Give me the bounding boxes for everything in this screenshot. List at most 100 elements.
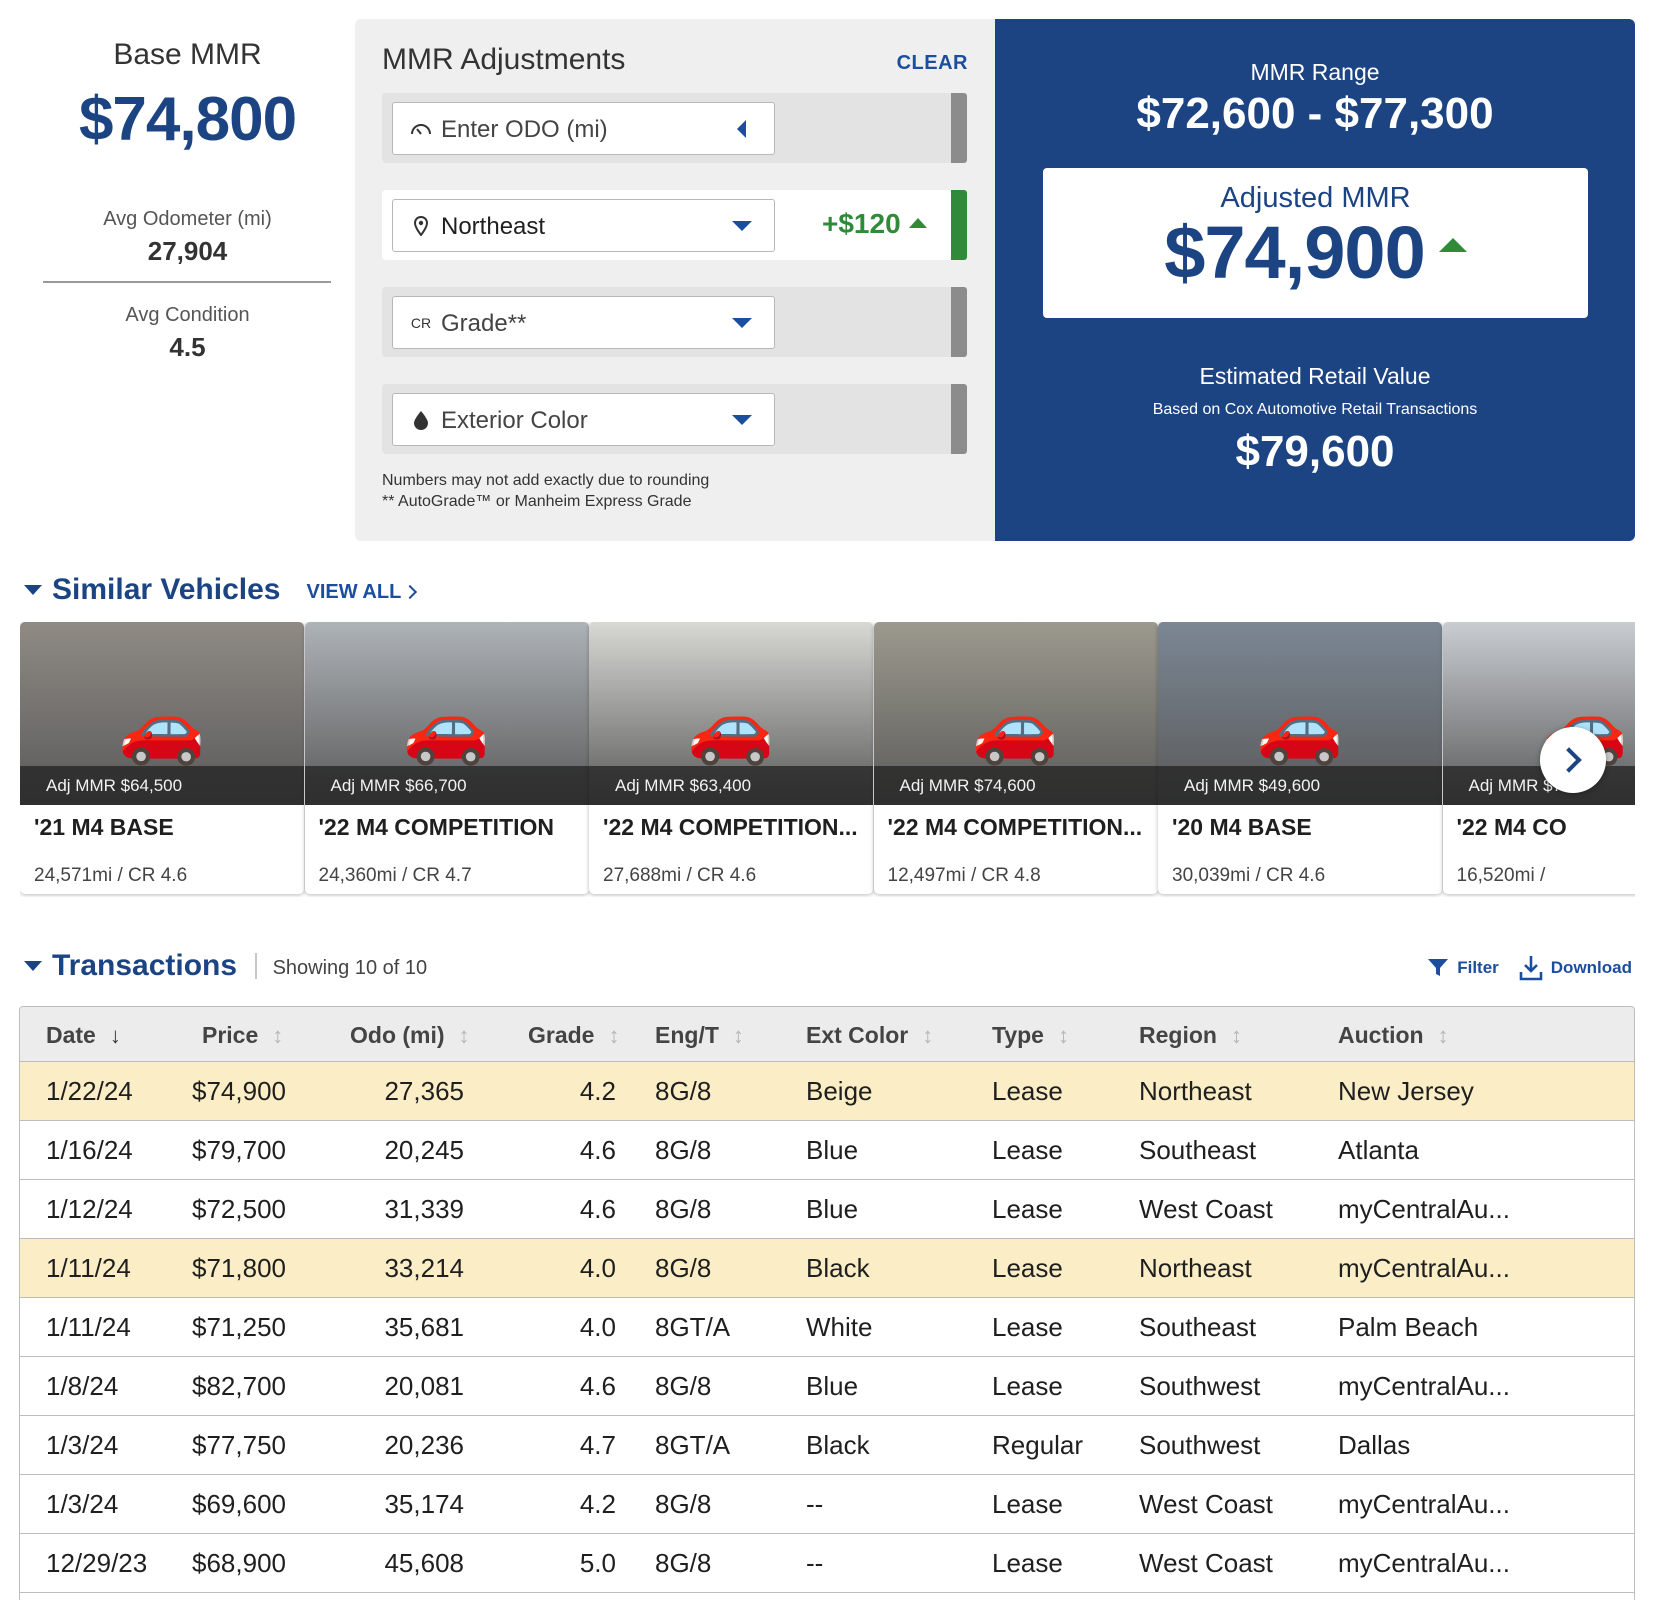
exterior-color-select[interactable]: Exterior Color [392, 393, 775, 446]
vehicle-meta: 24,360mi / CR 4.7 [318, 865, 472, 886]
avg-odometer-value: 27,904 [147, 236, 228, 266]
odometer-adjustment-row: Enter ODO (mi) [382, 93, 967, 163]
download-button[interactable]: Download [1519, 955, 1632, 981]
table-row[interactable]: 1/8/24 $82,700 20,081 4.6 8G/8 Blue Lease South… [20, 1357, 1634, 1416]
table-header: Date ↓ Price ↕ Odo (mi) ↕ Grade ↕ Eng/T ↕ Ext Colo… [20, 1007, 1634, 1062]
avg-condition-label: Avg Condition [125, 304, 250, 326]
cell-odo: 20,081 [384, 1371, 464, 1401]
view-all-link[interactable]: VIEW ALL [306, 581, 418, 604]
vehicle-card[interactable]: 🚗 Adj MMR $66,700 '22 M4 COMPETITION 24,360… [304, 622, 589, 894]
table-row[interactable]: 12/29/23 $68,900 45,608 5.0 8G/8 -- Lease West … [20, 1534, 1634, 1593]
table-row[interactable]: 1/12/24 $72,500 31,339 4.6 8G/8 Blue Lease West… [20, 1180, 1634, 1239]
column-header[interactable]: Auction ↕ [1338, 1022, 1449, 1049]
cell-grade: 4.2 [579, 1489, 616, 1519]
table-row[interactable]: 1/22/24 $74,900 27,365 4.2 8G/8 Beige Lease Nor… [20, 1062, 1634, 1121]
adjustment-status-bar [951, 384, 967, 454]
cell-color: Beige [806, 1076, 873, 1106]
location-pin-icon [409, 214, 433, 238]
filter-button[interactable]: Filter [1427, 958, 1499, 978]
table-row[interactable]: 1/3/24 $69,600 35,174 4.2 8G/8 -- Lease West Co… [20, 1475, 1634, 1534]
carousel-next-button[interactable] [1540, 727, 1606, 793]
cell-auction: myCentralAu... [1338, 1194, 1510, 1224]
vehicle-card[interactable]: 🚗 Adj MMR $7'22 M4 CO 16,520mi / [1442, 622, 1635, 894]
table-row[interactable]: 1/11/24 $71,800 33,214 4.0 8G/8 Black Lease Nor… [20, 1239, 1634, 1298]
table-row[interactable]: 1/11/24 $71,250 35,681 4.0 8GT/A White Lease So… [20, 1298, 1634, 1357]
adjustments-title: MMR Adjustments [382, 43, 626, 76]
sort-icon: ↕ [1437, 1023, 1449, 1048]
cell-eng: 8G/8 [655, 1489, 712, 1519]
vehicle-name: '22 M4 COMPETITION... [887, 814, 1143, 840]
car-icon: 🚗 [402, 688, 491, 767]
cell-auction: Atlanta [1338, 1135, 1419, 1165]
vehicle-card[interactable]: 🚗 Adj MMR $49,600 '20 M4 BASE 30,039mi / CR… [1158, 622, 1442, 894]
mmr-range-value: $72,600 - $77,300 [1136, 89, 1494, 138]
cell-color: Blue [806, 1135, 859, 1165]
cell-odo: 33,214 [384, 1253, 464, 1283]
sort-icon: ↕ [608, 1023, 620, 1048]
retail-value-title: Estimated Retail Value [1199, 363, 1431, 389]
cell-grade: 4.0 [579, 1253, 616, 1283]
cell-color: Black [806, 1253, 870, 1283]
vehicle-card[interactable]: 🚗 Adj MMR $63,400 '22 M4 COMPETITION... 27,… [589, 622, 873, 894]
cell-type: Lease [992, 1076, 1063, 1106]
cell-color: Blue [806, 1194, 859, 1224]
column-header[interactable]: Price ↕ [202, 1022, 283, 1049]
vehicle-meta: 16,520mi / [1456, 865, 1546, 886]
cell-type: Lease [992, 1371, 1063, 1401]
retail-value-subtitle: Based on Cox Automotive Retail Transacti… [1152, 401, 1478, 418]
collapse-caret-icon[interactable] [24, 961, 42, 971]
cell-auction: myCentralAu... [1338, 1489, 1510, 1519]
transactions-title[interactable]: Transactions [52, 949, 238, 982]
cell-date: 1/12/24 [46, 1194, 133, 1224]
cell-price: $72,500 [192, 1194, 286, 1224]
grade-placeholder: Grade** [441, 310, 527, 337]
column-header-label: Price [202, 1022, 259, 1048]
transactions-toolbar: Filter Download [1407, 955, 1632, 981]
cell-eng: 8G/8 [655, 1194, 712, 1224]
similar-vehicles-title[interactable]: Similar Vehicles [52, 573, 281, 606]
cell-odo: 20,236 [384, 1430, 464, 1460]
vehicle-card[interactable]: 🚗 Adj MMR $74,600 '22 M4 COMPETITION... 12,… [873, 622, 1158, 894]
adjusted-mmr: $74,900 [1043, 210, 1588, 295]
chevron-down-icon [732, 318, 752, 328]
vehicle-card[interactable]: 🚗 Adj MMR $64,500 '21 M4 BASE 24,571mi / CR… [20, 622, 304, 894]
column-header[interactable]: Region ↕ [1139, 1022, 1242, 1049]
mmr-adjustments-panel: MMR Adjustments CLEAR Enter ODO (mi) Nor… [355, 19, 995, 541]
sort-icon: ↕ [732, 1023, 744, 1048]
cell-eng: 8G/8 [655, 1076, 712, 1106]
column-header-label: Odo (mi) [350, 1022, 445, 1048]
cell-odo: 20,245 [384, 1135, 464, 1165]
car-icon: 🚗 [118, 688, 206, 767]
table-row[interactable]: 1/16/24 $79,700 20,245 4.6 8G/8 Blue Lease Sout… [20, 1121, 1634, 1180]
sort-icon: ↕ [272, 1023, 284, 1048]
table-row[interactable]: 1/3/24 $77,750 20,236 4.7 8GT/A Black Regular S… [20, 1416, 1634, 1475]
cell-grade: 4.6 [579, 1135, 616, 1165]
cell-odo: 31,339 [384, 1194, 464, 1224]
column-header[interactable]: Odo (mi) ↕ [350, 1022, 470, 1049]
adjustments-note: Numbers may not add exactly due to round… [382, 470, 709, 512]
column-header[interactable]: Ext Color ↕ [806, 1022, 933, 1049]
cell-eng: 8GT/A [655, 1430, 731, 1460]
region-adjustment-row: Northeast +$120 [382, 190, 967, 260]
cell-eng: 8G/8 [655, 1548, 712, 1578]
clear-button[interactable]: CLEAR [896, 52, 968, 74]
car-icon: 🚗 [687, 688, 775, 767]
column-header-label: Grade [528, 1022, 595, 1048]
column-header[interactable]: Eng/T ↕ [655, 1022, 744, 1049]
vehicle-adj-mmr: Adj MMR $74,600 [873, 766, 1158, 805]
column-header[interactable]: Grade ↕ [528, 1022, 619, 1049]
odometer-input[interactable]: Enter ODO (mi) [392, 102, 775, 155]
filter-label: Filter [1457, 958, 1499, 977]
cell-region: Northeast [1139, 1253, 1252, 1283]
grade-select[interactable]: CR Grade** [392, 296, 775, 349]
region-select[interactable]: Northeast [392, 199, 775, 252]
cell-color: Blue [806, 1371, 859, 1401]
collapse-caret-icon[interactable] [24, 585, 42, 595]
column-header[interactable]: Date ↓ [46, 1022, 121, 1049]
vehicle-meta: 12,497mi / CR 4.8 [887, 865, 1041, 886]
column-header-label: Auction [1338, 1022, 1424, 1048]
column-header[interactable]: Type ↕ [992, 1022, 1069, 1049]
download-label: Download [1550, 958, 1632, 977]
avg-condition-value: 4.5 [169, 332, 206, 362]
cell-color: -- [806, 1489, 824, 1519]
